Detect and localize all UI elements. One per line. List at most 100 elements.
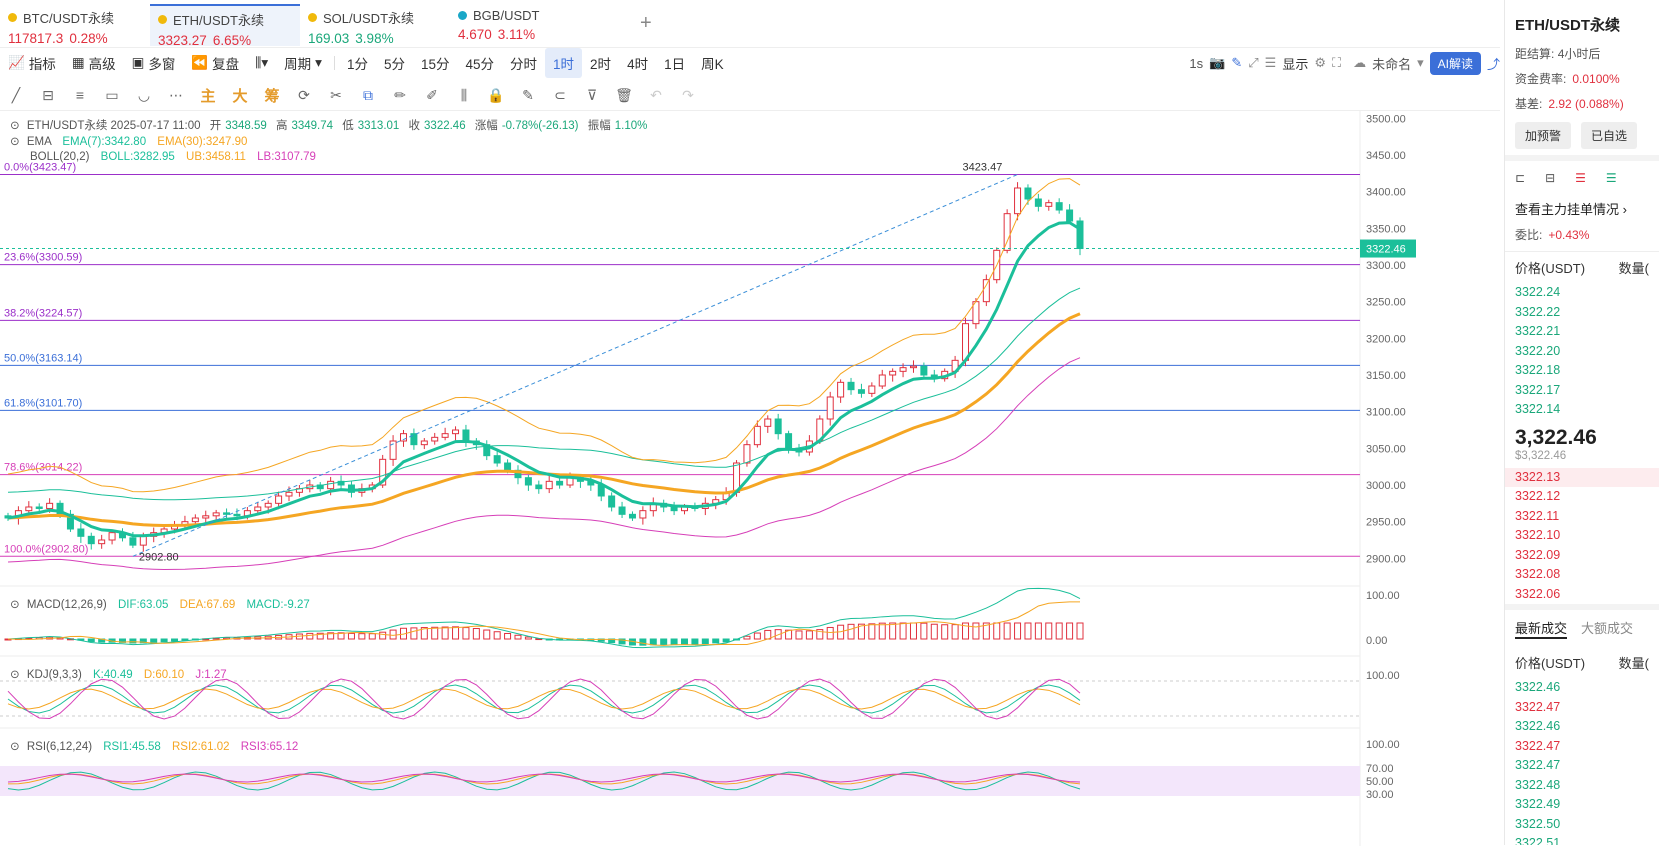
rsi1-value: RSI1:45.58 [103, 741, 161, 753]
book-row[interactable]: 3322.13 [1505, 467, 1659, 487]
line-tool-icon[interactable]: ╱ [11, 86, 21, 103]
book-row[interactable]: 3322.17 [1515, 382, 1561, 397]
tab-sol[interactable]: SOL/USDT永续 169.03 3.98% [300, 4, 450, 46]
ruler-icon[interactable]: ✂ [330, 86, 342, 103]
note-icon[interactable]: ✎ [522, 86, 534, 103]
interval-2h[interactable]: 2时 [590, 57, 612, 72]
main-orders-label: 查看主力挂单情况 [1515, 202, 1620, 217]
gear-icon[interactable]: ⚙ [1314, 55, 1326, 70]
candle-tool-icon[interactable]: ⫼ [460, 86, 468, 103]
brush-icon[interactable]: ✏ [394, 86, 406, 103]
replay-button[interactable]: ⏪ 复盘 [183, 48, 247, 78]
y-tick-label: 3150.00 [1366, 370, 1406, 382]
more-tools-icon[interactable]: ⋯ [169, 86, 183, 103]
macd-bar [1014, 622, 1022, 640]
interval-week[interactable]: 周K [701, 57, 724, 72]
filter-icon[interactable]: ⊽ [586, 86, 598, 103]
collapse-icon[interactable]: ⊙ [10, 136, 20, 148]
ratio-row: 委比: +0.43% [1505, 222, 1659, 247]
rsi-tick-label: 50.00 [1366, 776, 1394, 788]
book-row[interactable]: 3322.08 [1515, 567, 1561, 581]
book-row[interactable]: 3322.24 [1515, 285, 1561, 299]
macd-bar [722, 638, 730, 643]
tab-latest-trades[interactable]: 最新成交 [1515, 618, 1568, 639]
ema30-line [7, 312, 1081, 528]
book-row[interactable]: 3322.20 [1515, 343, 1561, 358]
add-tab-icon[interactable]: + [640, 12, 652, 34]
cloud-icon[interactable]: ☁ [1353, 55, 1367, 70]
book-row[interactable]: 3322.18 [1515, 363, 1561, 377]
chart-type-button[interactable]: ⫼▾ [247, 48, 276, 78]
tab-eth[interactable]: ETH/USDT永续 3323.27 6.65% [150, 4, 300, 48]
candle-body [826, 396, 834, 420]
tab-big-trades[interactable]: 大额成交 [1581, 621, 1634, 636]
channel-tool-icon[interactable]: ≡ [75, 87, 85, 103]
undo-icon[interactable]: ↶ [650, 86, 662, 103]
redo-icon[interactable]: ↷ [682, 86, 694, 103]
interval-timeshare[interactable]: 分时 [510, 57, 538, 72]
indicator-button[interactable]: 📈 指标 [0, 48, 64, 78]
copy-icon[interactable]: ⧉ [363, 86, 373, 103]
price-chart[interactable]: 3500.00 3450.00 3400.00 3350.00 3300.00 3250.… [0, 111, 1500, 846]
main-indicator-toggle[interactable]: 主 [200, 87, 216, 105]
period-button[interactable]: 周期 ▾ [276, 48, 330, 78]
list-icon[interactable]: ☰ [1264, 55, 1277, 70]
magnet-icon[interactable]: ⊂ [554, 86, 566, 103]
collapse-icon[interactable]: ⊙ [10, 120, 20, 132]
book-row[interactable]: 3322.14 [1515, 402, 1561, 416]
tab-bgb[interactable]: BGB/USDT 4.670 3.11% [450, 4, 600, 46]
trash-icon[interactable]: 🗑 [615, 86, 633, 103]
rect-tool-icon[interactable]: ▭ [105, 86, 119, 103]
macd-bar [524, 636, 532, 640]
chip-toggle[interactable]: 筹 [264, 87, 280, 105]
tab-btc[interactable]: BTC/USDT永续 117817.3 0.28% [0, 4, 150, 46]
interval-1m[interactable]: 1分 [346, 57, 368, 72]
layout-name[interactable]: 未命名 [1372, 56, 1412, 72]
interval-15m[interactable]: 15分 [420, 57, 450, 72]
book-row[interactable]: 3322.22 [1515, 304, 1561, 319]
hline-tool-icon[interactable]: ⊟ [42, 86, 54, 103]
fullscreen-icon[interactable]: ⛶ [1331, 55, 1342, 70]
share-icon[interactable]: ⤴ [1486, 56, 1500, 72]
book-row[interactable]: 3322.11 [1515, 508, 1560, 523]
main-orders-link[interactable]: 查看主力挂单情况 › [1505, 195, 1659, 222]
pen-icon[interactable]: ✎ [1231, 55, 1243, 70]
amp-value: 1.10% [614, 120, 648, 132]
display-button[interactable]: 显示 [1282, 56, 1309, 72]
advanced-button[interactable]: ▦ 高级 [64, 48, 124, 78]
eraser-icon[interactable]: ✐ [426, 86, 438, 103]
book-row[interactable]: 3322.10 [1515, 528, 1561, 542]
book-bids-icon[interactable]: ☰ [1605, 171, 1617, 185]
divider [333, 56, 335, 70]
book-row[interactable]: 3322.12 [1515, 489, 1561, 503]
camera-icon[interactable]: 📷 [1209, 55, 1226, 70]
interval-1d[interactable]: 1日 [664, 57, 686, 72]
interval-5m[interactable]: 5分 [383, 57, 405, 72]
book-row[interactable]: 3322.21 [1515, 324, 1561, 338]
collapse-icon[interactable]: ⊙ [10, 599, 20, 611]
refresh-rate[interactable]: 1s [1189, 55, 1204, 71]
watchlist-button[interactable]: 已自选 [1581, 122, 1638, 149]
sync-icon[interactable]: ⟳ [298, 86, 310, 103]
multi-window-button[interactable]: ▣ 多窗 [124, 48, 184, 78]
big-order-toggle[interactable]: 大 [232, 87, 248, 105]
collapse-icon[interactable]: ⊙ [10, 669, 20, 681]
ai-interpret-button[interactable]: AI解读 [1429, 51, 1481, 75]
book-row[interactable]: 3322.09 [1515, 547, 1561, 562]
interval-1h[interactable]: 1时 [545, 48, 583, 78]
collapse-icon[interactable]: ⊙ [10, 741, 20, 753]
expand-icon[interactable]: ⤢ [1248, 55, 1259, 70]
lock-icon[interactable]: 🔒 [487, 86, 505, 103]
chart-area[interactable]: 3500.00 3450.00 3400.00 3350.00 3300.00 3250.… [0, 110, 1500, 846]
curve-tool-icon[interactable]: ◡ [137, 86, 151, 103]
interval-4h[interactable]: 4时 [627, 57, 649, 72]
add-alert-button[interactable]: 加预警 [1515, 122, 1572, 149]
macd-bar [993, 622, 1001, 640]
book-asks-icon[interactable]: ☰ [1575, 171, 1586, 185]
interval-45m[interactable]: 45分 [465, 57, 495, 72]
macd-bar [982, 622, 990, 640]
book-both-icon[interactable]: ⊏ [1515, 171, 1526, 185]
candle-body [493, 455, 501, 464]
book-all-icon[interactable]: ⊟ [1545, 171, 1556, 185]
book-row[interactable]: 3322.06 [1515, 586, 1561, 601]
